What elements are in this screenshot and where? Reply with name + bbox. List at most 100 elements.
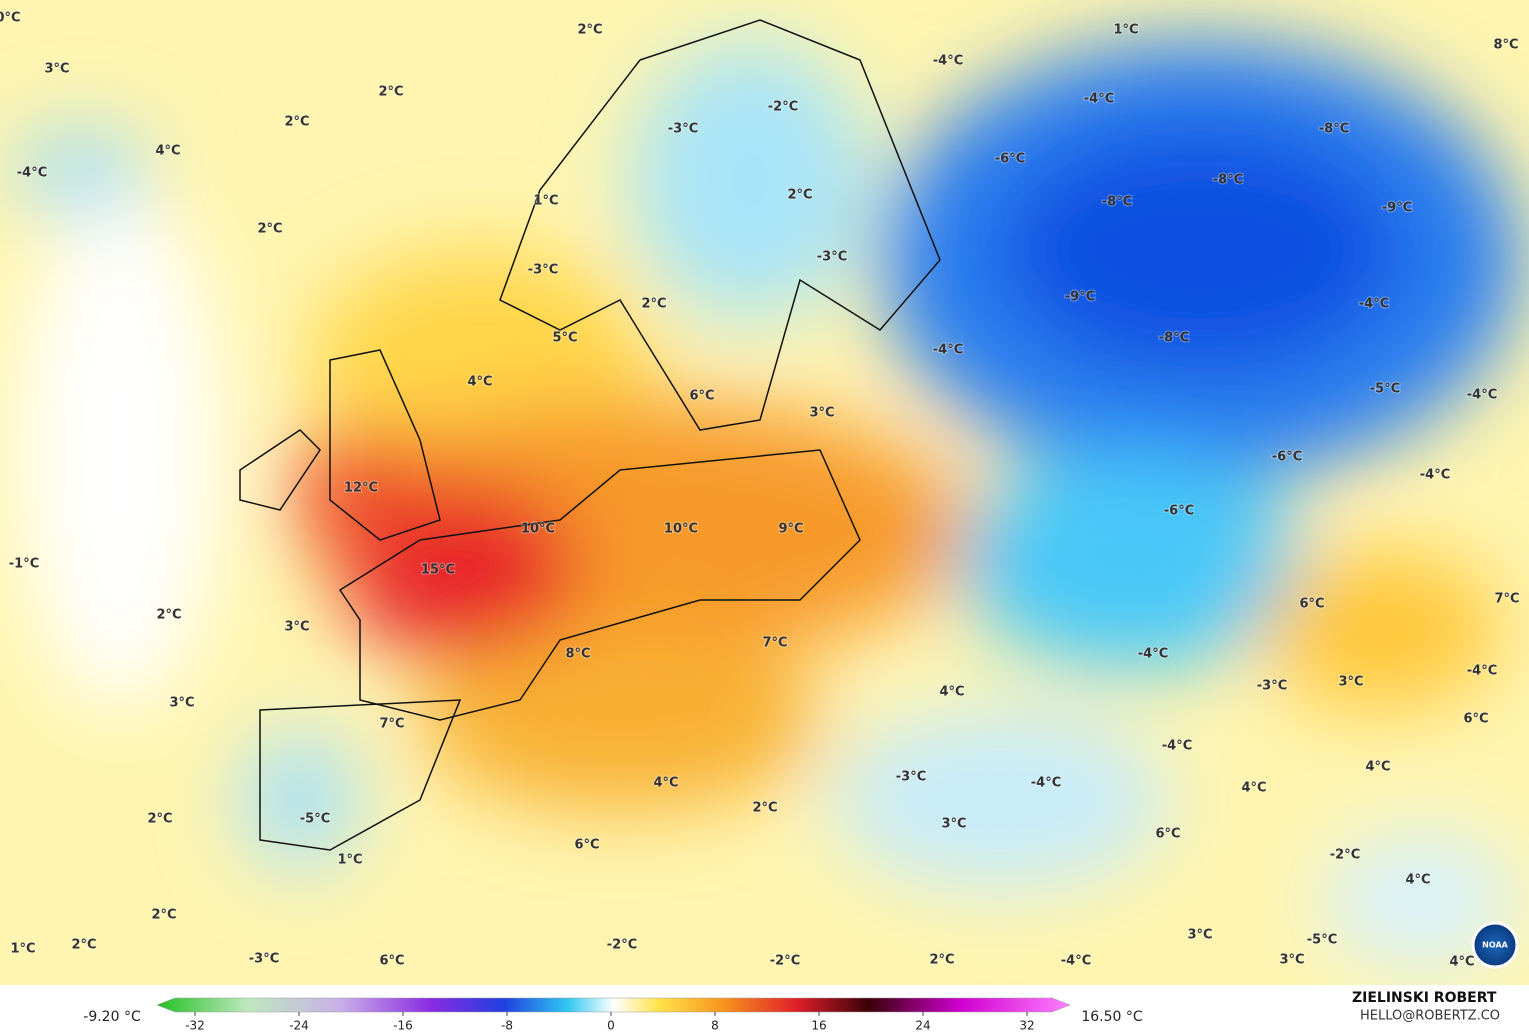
temp-label: -3°C bbox=[528, 263, 558, 278]
temp-label: 1°C bbox=[1113, 23, 1138, 38]
temp-label: 10°C bbox=[521, 522, 555, 537]
temp-label: -5°C bbox=[300, 812, 330, 827]
temp-label: 2°C bbox=[641, 297, 666, 312]
temp-label: -6°C bbox=[1164, 504, 1194, 519]
temp-label: 9°C bbox=[778, 522, 803, 537]
temp-label: 15°C bbox=[421, 563, 455, 578]
colorbar bbox=[156, 997, 1071, 1013]
temp-label: 4°C bbox=[1405, 873, 1430, 888]
colorbar-tick-label: 16 bbox=[811, 1019, 826, 1033]
temp-label: -4°C bbox=[1138, 647, 1168, 662]
temp-label: -6°C bbox=[1272, 450, 1302, 465]
temp-label: 6°C bbox=[574, 838, 599, 853]
max-value: 16.50 °C bbox=[1081, 1009, 1143, 1025]
temp-label: -4°C bbox=[1420, 468, 1450, 483]
temp-label: 5°C bbox=[552, 331, 577, 346]
temp-label: 2°C bbox=[752, 801, 777, 816]
temp-label: 6°C bbox=[1463, 712, 1488, 727]
temp-label: 4°C bbox=[467, 375, 492, 390]
temp-label: -8°C bbox=[1102, 195, 1132, 210]
temp-label: -6°C bbox=[995, 152, 1025, 167]
temp-label: 3°C bbox=[1279, 953, 1304, 968]
temp-label: 2°C bbox=[284, 115, 309, 130]
temp-label: 2°C bbox=[156, 608, 181, 623]
map-field bbox=[0, 0, 1529, 985]
min-value: -9.20 °C bbox=[83, 1009, 141, 1025]
temp-label: -4°C bbox=[933, 54, 963, 69]
temp-label: 4°C bbox=[939, 685, 964, 700]
temp-label: -8°C bbox=[1159, 331, 1189, 346]
temp-label: 1°C bbox=[337, 853, 362, 868]
temp-label: 4°C bbox=[1241, 781, 1266, 796]
temp-label: -5°C bbox=[1370, 382, 1400, 397]
temp-label: -1°C bbox=[9, 557, 39, 572]
temp-label: 3°C bbox=[169, 696, 194, 711]
temp-label: -4°C bbox=[933, 343, 963, 358]
temp-label: -3°C bbox=[817, 250, 847, 265]
colorbar-tick-label: 32 bbox=[1019, 1019, 1034, 1033]
temp-label: -5°C bbox=[1307, 933, 1337, 948]
temp-label: 2°C bbox=[378, 85, 403, 100]
temp-label: 2°C bbox=[71, 938, 96, 953]
temp-label: 6°C bbox=[379, 954, 404, 969]
temp-label: 4°C bbox=[1365, 760, 1390, 775]
temp-label: 3°C bbox=[809, 406, 834, 421]
temp-label: 6°C bbox=[1299, 597, 1324, 612]
temp-label: -3°C bbox=[896, 770, 926, 785]
temp-label: 1°C bbox=[10, 942, 35, 957]
colorbar-ticks: -32 -24 -16 -8 0 8 16 24 32 bbox=[185, 1012, 1035, 1033]
temp-label: -4°C bbox=[1467, 388, 1497, 403]
temp-label: -4°C bbox=[1467, 664, 1497, 679]
colorbar-tick-label: -16 bbox=[393, 1019, 413, 1033]
temp-label: 8°C bbox=[565, 647, 590, 662]
temp-label: -2°C bbox=[770, 954, 800, 969]
email: HELLO@ROBERTZ.CO bbox=[1360, 1009, 1500, 1024]
temp-label: 2°C bbox=[577, 23, 602, 38]
temp-label: 2°C bbox=[257, 222, 282, 237]
temp-label: -3°C bbox=[1257, 679, 1287, 694]
temp-label: 3°C bbox=[284, 620, 309, 635]
temperature-labels: 0°C 3°C 2°C 2°C 2°C 4°C -4°C 2°C 1°C -3°C -2°C -4°C… bbox=[0, 10, 1521, 971]
temp-label: 4°C bbox=[653, 776, 678, 791]
temp-label: 4°C bbox=[1449, 955, 1474, 970]
temp-label: -2°C bbox=[607, 938, 637, 953]
temp-label: -8°C bbox=[1213, 173, 1243, 188]
logo bbox=[1471, 921, 1519, 969]
temp-label: -3°C bbox=[249, 952, 279, 967]
colorbar-tick-label: -32 bbox=[185, 1019, 205, 1033]
temp-label: 12°C bbox=[344, 481, 378, 496]
temp-label: 3°C bbox=[1187, 928, 1212, 943]
temp-label: 6°C bbox=[689, 389, 714, 404]
temp-label: -9°C bbox=[1382, 201, 1412, 216]
temp-label: 4°C bbox=[155, 144, 180, 159]
temp-label: 7°C bbox=[379, 717, 404, 732]
temp-label: 2°C bbox=[151, 908, 176, 923]
colorbar-tick-label: 0 bbox=[607, 1019, 615, 1033]
temp-label: -4°C bbox=[1084, 92, 1114, 107]
temp-label: -4°C bbox=[1031, 776, 1061, 791]
temp-label: -4°C bbox=[17, 166, 47, 181]
temp-label: -3°C bbox=[668, 122, 698, 137]
temp-label: -8°C bbox=[1319, 122, 1349, 137]
author: ZIELINSKI ROBERT bbox=[1352, 990, 1497, 1006]
colorbar-tick-label: 24 bbox=[915, 1019, 930, 1033]
temp-label: -4°C bbox=[1359, 297, 1389, 312]
temp-label: -2°C bbox=[768, 100, 798, 115]
temp-label: 2°C bbox=[147, 812, 172, 827]
logo-text: NOAA bbox=[1482, 941, 1508, 950]
temp-label: -2°C bbox=[1330, 848, 1360, 863]
colorbar-tick-label: -8 bbox=[501, 1019, 513, 1033]
temp-label: -9°C bbox=[1065, 290, 1095, 305]
temp-label: 3°C bbox=[1338, 675, 1363, 690]
coastline bbox=[239, 19, 941, 851]
temp-label: 10°C bbox=[664, 522, 698, 537]
colorbar-tick-label: -24 bbox=[289, 1019, 309, 1033]
temp-label: 7°C bbox=[762, 636, 787, 651]
temp-label: 2°C bbox=[787, 188, 812, 203]
temp-label: 6°C bbox=[1155, 827, 1180, 842]
temp-label: 1°C bbox=[533, 194, 558, 209]
temp-label: 0°C bbox=[0, 11, 21, 26]
temp-label: -4°C bbox=[1061, 954, 1091, 969]
temp-label: 3°C bbox=[44, 62, 69, 77]
